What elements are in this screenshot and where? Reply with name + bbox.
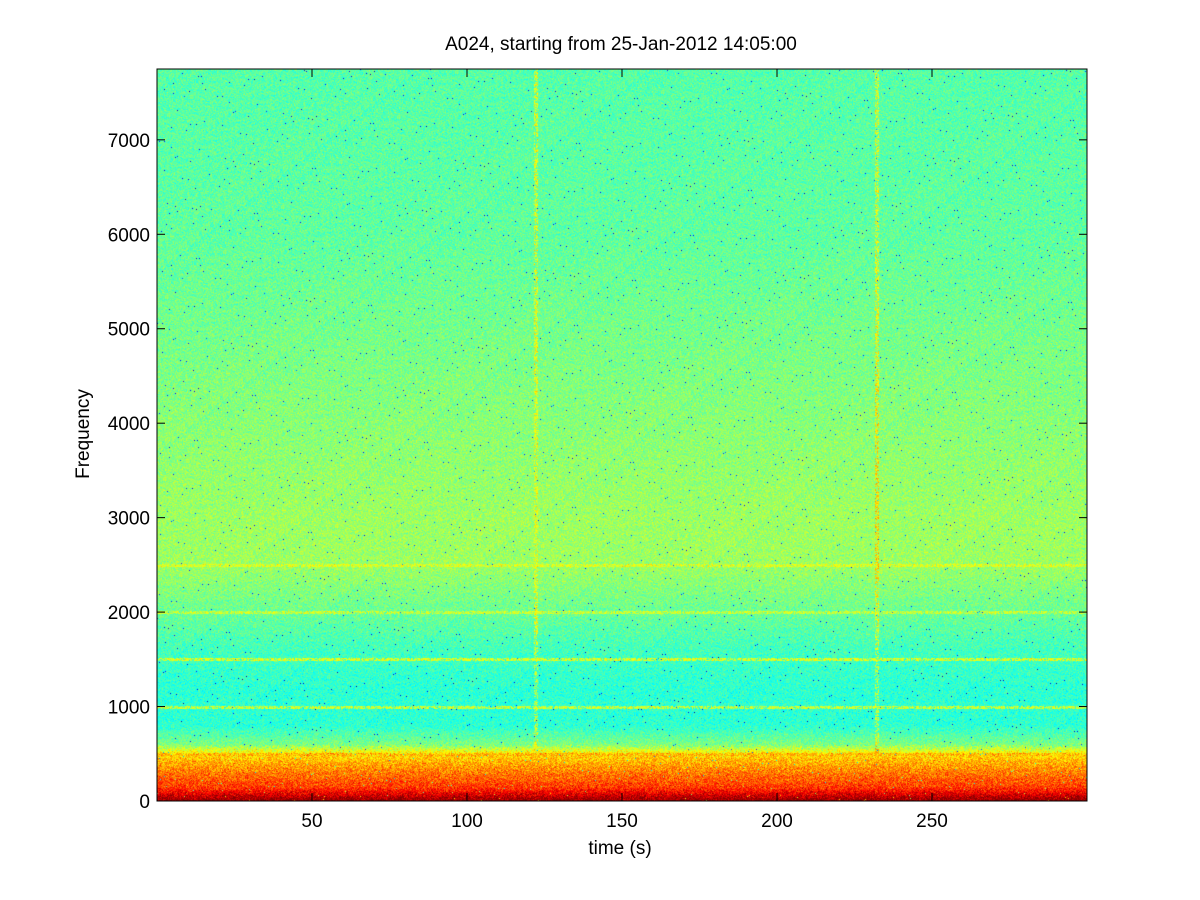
x-tick-label: 50 — [301, 811, 322, 832]
x-axis-label: time (s) — [588, 838, 651, 859]
x-tick-label: 250 — [916, 811, 948, 832]
y-tick-label: 5000 — [108, 320, 150, 341]
y-axis-label: Frequency — [73, 389, 94, 479]
y-tick-label: 1000 — [108, 698, 150, 719]
y-tick-label: 4000 — [108, 414, 150, 435]
y-tick-label: 2000 — [108, 603, 150, 624]
y-tick-label: 7000 — [108, 131, 150, 152]
plot-frame — [156, 68, 1088, 802]
axis-ticks: 50 100 150 200 250 0 1000 2000 3000 4000 5000 6000 7… — [108, 69, 1087, 832]
y-tick-label: 3000 — [108, 509, 150, 530]
x-tick-label: 100 — [451, 811, 483, 832]
y-tick-label: 6000 — [108, 225, 150, 246]
x-tick-label: 150 — [606, 811, 638, 832]
chart-title: A024, starting from 25-Jan-2012 14:05:00 — [445, 34, 797, 55]
x-tick-label: 200 — [761, 811, 793, 832]
y-tick-label: 0 — [139, 792, 150, 813]
spectrogram-image — [157, 69, 1087, 801]
